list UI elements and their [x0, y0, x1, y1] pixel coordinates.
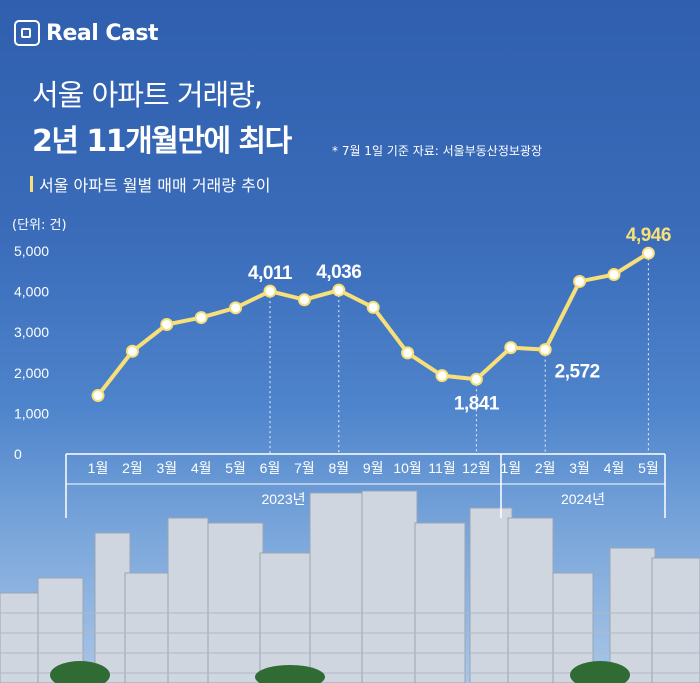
- data-point: [607, 268, 621, 282]
- x-tick-label: 1월: [500, 460, 521, 476]
- data-point: [504, 341, 518, 355]
- x-tick-label: 12월: [462, 460, 490, 476]
- logo-icon: [14, 20, 40, 46]
- data-point: [366, 300, 380, 314]
- y-tick-label: 5,000: [14, 243, 49, 259]
- data-point: [229, 301, 243, 315]
- subtitle-accent-bar: [30, 176, 33, 192]
- x-tick-label: 3월: [569, 460, 590, 476]
- y-tick-label: 1,000: [14, 405, 49, 421]
- x-tick-label: 9월: [363, 460, 384, 476]
- x-tick-label: 6월: [260, 460, 281, 476]
- data-label: 2,572: [555, 362, 600, 383]
- data-label: 4,036: [316, 262, 361, 283]
- data-label: 4,946: [626, 225, 671, 246]
- data-point: [573, 274, 587, 288]
- chart-subtitle-text: 서울 아파트 월별 매매 거래량 추이: [39, 176, 271, 195]
- data-point: [297, 293, 311, 307]
- chart-subtitle: 서울 아파트 월별 매매 거래량 추이: [30, 172, 271, 196]
- headline-line-2: 2년 11개월만에 최다: [32, 124, 292, 159]
- x-tick-label: 10월: [393, 460, 421, 476]
- x-tick-label: 7월: [294, 460, 315, 476]
- data-point: [194, 311, 208, 325]
- data-point: [641, 246, 655, 260]
- unit-label: (단위: 건): [12, 218, 67, 233]
- data-point: [125, 344, 139, 358]
- year-group-label: 2023년: [261, 491, 305, 507]
- headline-line-1: 서울 아파트 거래량,: [32, 78, 263, 112]
- y-tick-label: 0: [14, 446, 22, 462]
- data-point: [263, 284, 277, 298]
- x-tick-label: 4월: [191, 460, 212, 476]
- x-tick-label: 5월: [638, 460, 659, 476]
- data-label: 4,011: [248, 263, 293, 284]
- data-point: [538, 343, 552, 357]
- x-tick-label: 2월: [535, 460, 556, 476]
- apartment-skyline: [0, 490, 700, 683]
- data-point: [91, 389, 105, 403]
- x-tick-label: 2월: [122, 460, 143, 476]
- x-tick-label: 5월: [225, 460, 246, 476]
- data-point: [401, 346, 415, 360]
- data-label: 1,841: [454, 393, 500, 414]
- logo-text: Real Cast: [46, 20, 159, 46]
- x-tick-label: 8월: [328, 460, 349, 476]
- x-tick-label: 1월: [88, 460, 109, 476]
- x-tick-label: 11월: [428, 460, 455, 476]
- x-tick-label: 4월: [604, 460, 625, 476]
- y-tick-label: 3,000: [14, 324, 49, 340]
- data-point: [469, 372, 483, 386]
- source-note: * 7월 1일 기준 자료: 서울부동산정보광장: [332, 144, 542, 158]
- data-point: [332, 283, 346, 297]
- y-tick-label: 2,000: [14, 365, 49, 381]
- y-tick-label: 4,000: [14, 284, 49, 300]
- year-group-label: 2024년: [561, 491, 605, 507]
- data-point: [160, 317, 174, 331]
- x-tick-label: 3월: [156, 460, 177, 476]
- brand-logo: Real Cast: [14, 20, 159, 46]
- data-point: [435, 369, 449, 383]
